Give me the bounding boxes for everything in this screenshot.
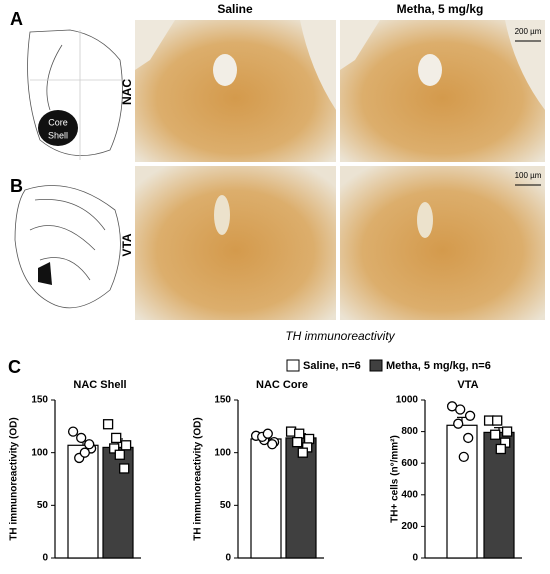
atlas-region [38, 262, 52, 285]
scale-bar-label: 100 µm [515, 171, 542, 180]
data-point [490, 429, 501, 440]
data-point [463, 432, 474, 444]
data-point [294, 428, 305, 439]
y-tick-label: 50 [220, 500, 232, 511]
data-point [79, 447, 90, 458]
y-tick-label: 800 [401, 426, 418, 437]
data-point [501, 426, 513, 437]
atlas-vta [14, 185, 121, 309]
chart-title: VTA [457, 379, 478, 391]
data-point [111, 432, 122, 444]
data-point [303, 433, 315, 445]
row-label: VTA [120, 233, 134, 256]
y-tick-label: 200 [401, 521, 418, 532]
data-point [297, 447, 308, 458]
bar [67, 444, 99, 559]
legend-label: Metha, 5 mg/kg, n=6 [386, 360, 491, 372]
chart-title: NAC Shell [73, 379, 126, 391]
atlas-nac [27, 29, 130, 160]
data-point [262, 428, 273, 439]
y-axis-label: TH immunoreactivity (OD) [9, 417, 20, 540]
data-point [492, 415, 503, 426]
bar [285, 437, 317, 559]
legend-swatch [369, 359, 383, 372]
data-point [455, 404, 466, 415]
y-tick-label: 50 [37, 500, 49, 511]
data-point [84, 439, 95, 450]
y-tick-label: 0 [412, 553, 418, 564]
y-tick-label: 0 [225, 553, 231, 564]
data-point [76, 432, 87, 444]
row-label: NAC [120, 79, 134, 105]
data-point [102, 419, 114, 430]
y-tick-label: 400 [401, 489, 418, 500]
y-tick-label: 100 [31, 447, 48, 458]
atlas-label: Core [48, 117, 68, 127]
column-header: Saline [217, 2, 253, 16]
legend-label: Saline, n=6 [303, 360, 361, 372]
atlas-region [38, 110, 78, 146]
bar [446, 424, 478, 559]
column-header: Metha, 5 mg/kg [397, 2, 484, 16]
micrographs [135, 20, 545, 320]
data-point [67, 426, 79, 437]
panel-label: C [8, 357, 21, 377]
legend-swatch [286, 359, 300, 372]
y-tick-label: 600 [401, 458, 418, 469]
bar [250, 438, 282, 559]
data-point [292, 436, 303, 448]
data-point [120, 440, 132, 451]
y-tick-label: 150 [214, 395, 231, 406]
y-tick-label: 100 [214, 447, 231, 458]
y-tick-label: 150 [31, 395, 48, 406]
atlas-label: Shell [48, 130, 68, 140]
data-point [458, 451, 469, 463]
scale-bar-label: 200 µm [515, 27, 542, 36]
panel-label: B [10, 176, 23, 196]
data-point [114, 449, 125, 460]
data-point [119, 463, 130, 474]
chart-title: NAC Core [256, 379, 308, 391]
data-point [495, 443, 506, 455]
y-axis-label: TH+ cells (n°/mm²) [390, 435, 401, 523]
panel-label: A [10, 9, 23, 29]
y-axis-label: TH immunoreactivity (OD) [193, 417, 204, 540]
caption: TH immunoreactivity [285, 329, 395, 343]
y-tick-label: 0 [42, 553, 48, 564]
data-point [464, 410, 476, 421]
data-point [453, 418, 464, 429]
data-point [267, 439, 278, 450]
data-point [109, 443, 120, 454]
y-tick-label: 1000 [396, 395, 419, 406]
